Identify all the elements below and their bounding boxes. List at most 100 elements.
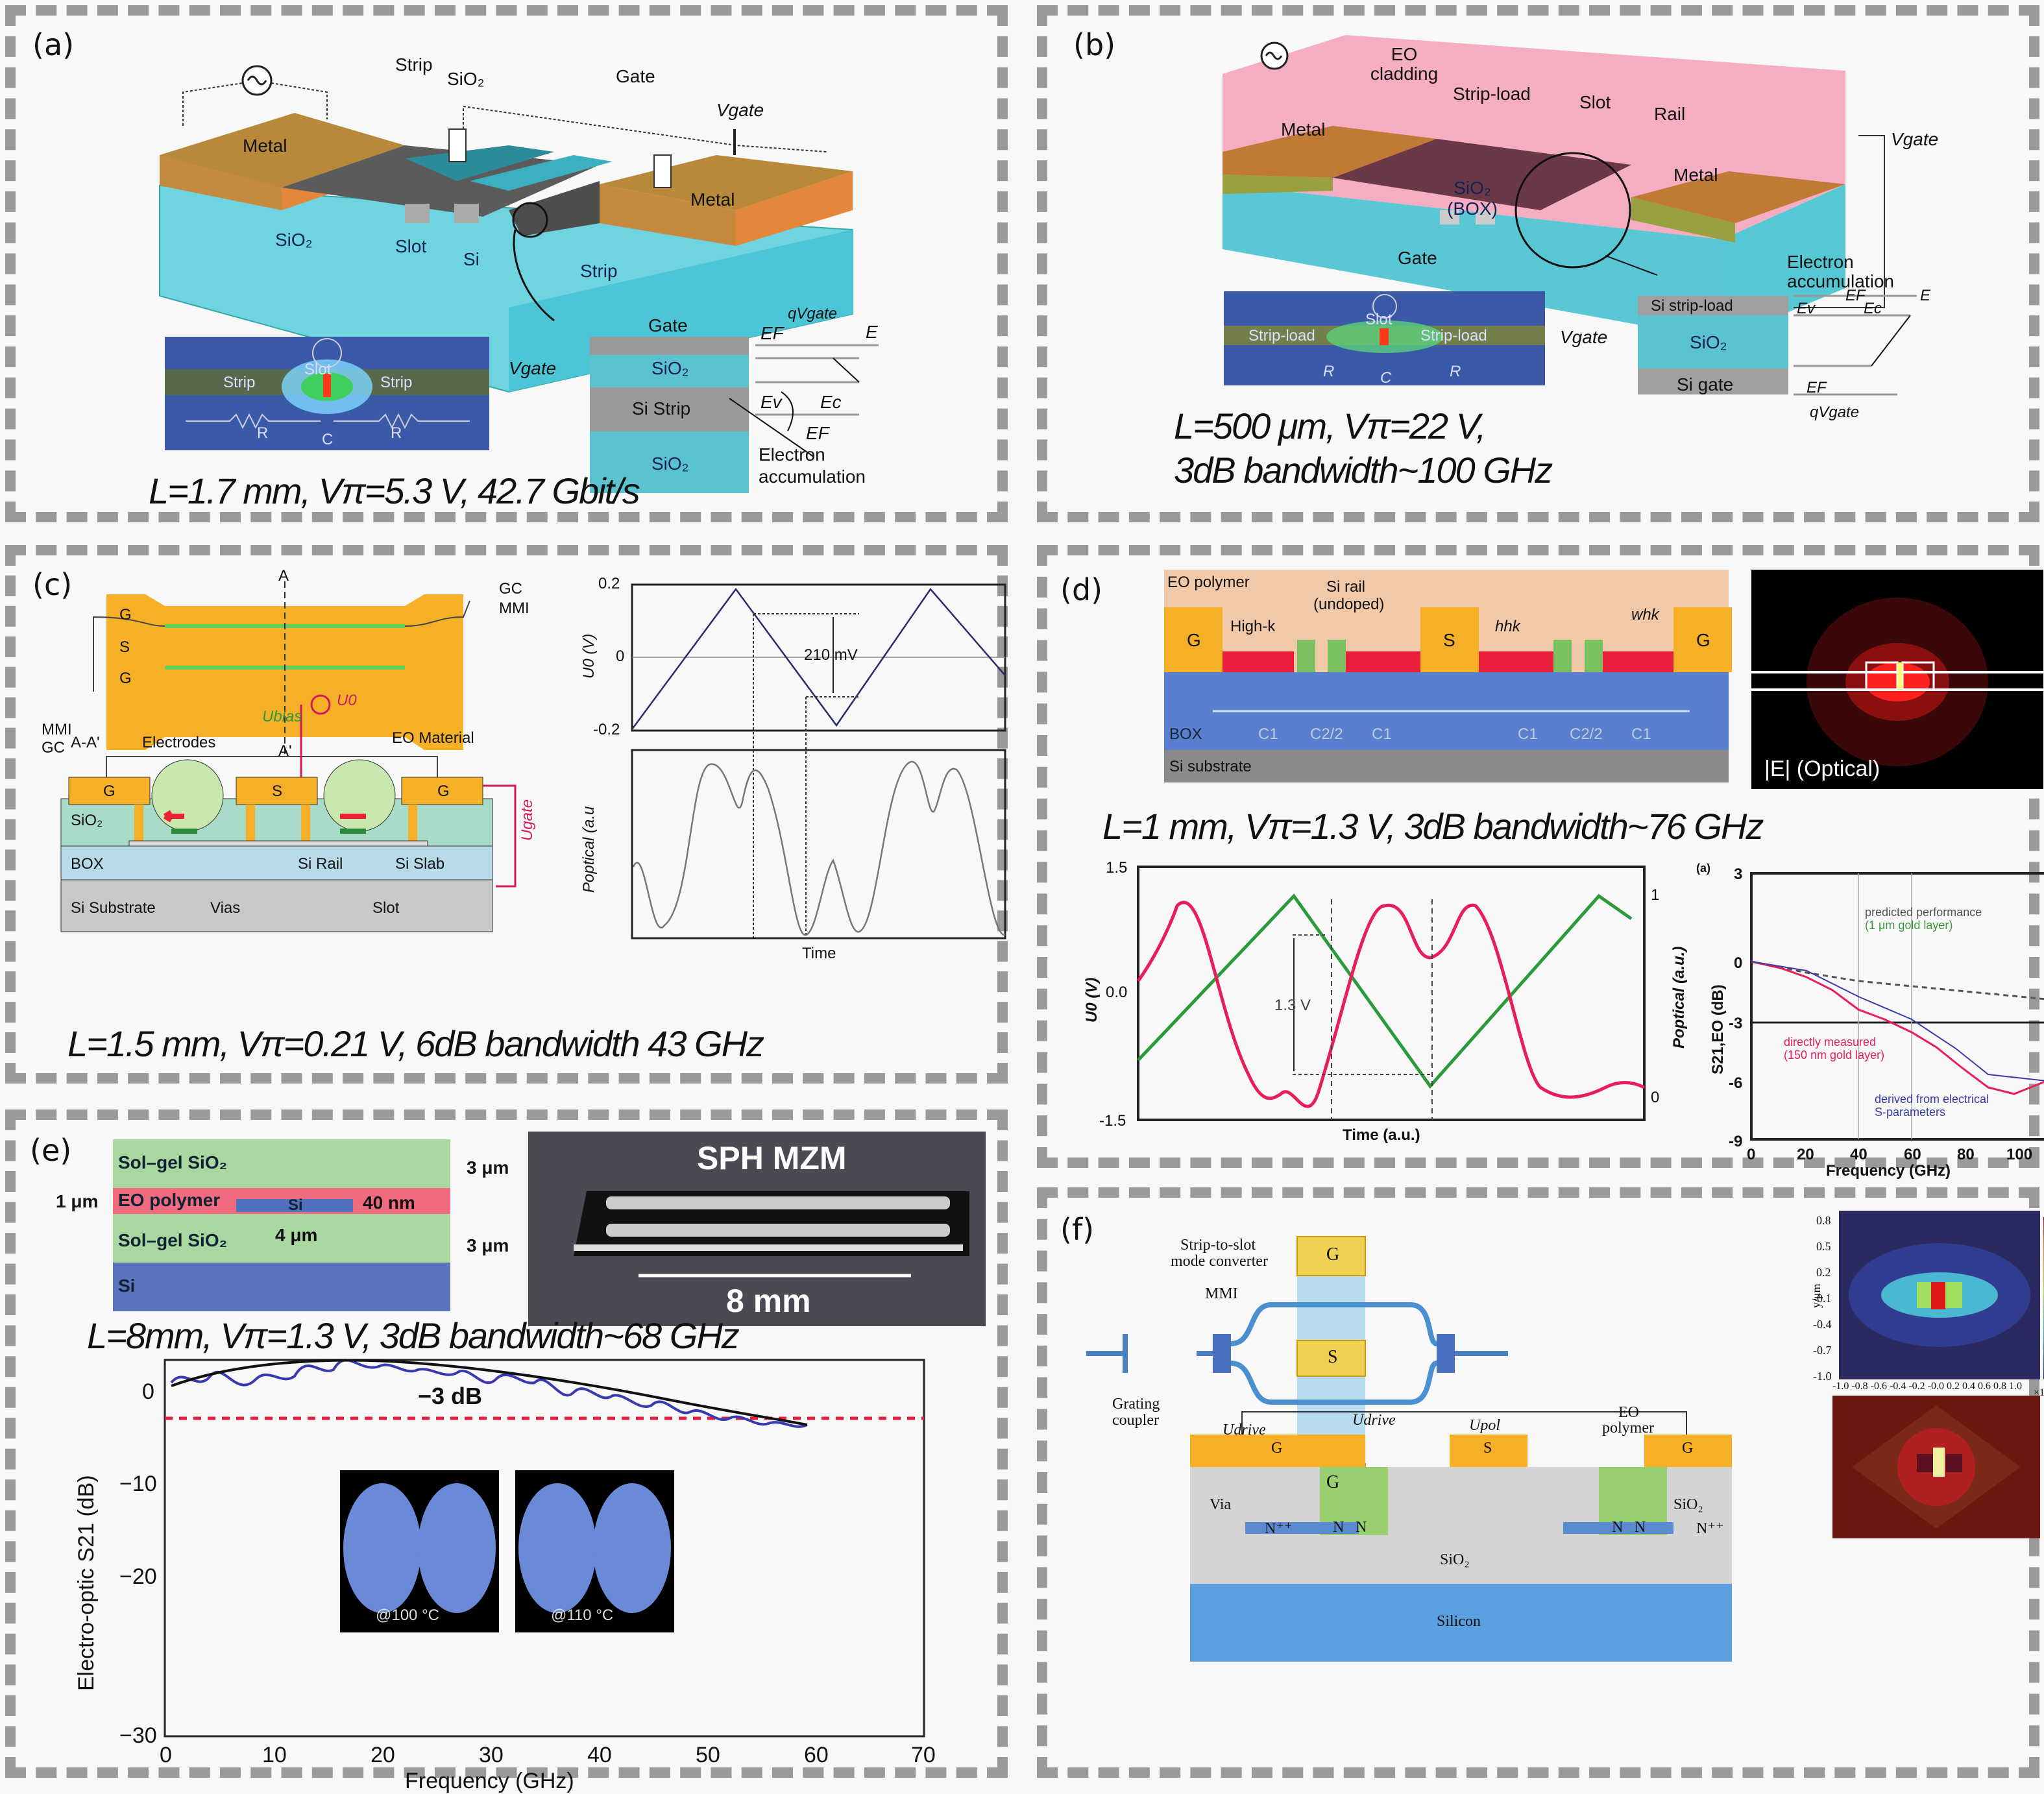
top-view-s: S	[119, 638, 130, 656]
xs-vias: Vias	[210, 899, 241, 917]
d-freq-xlabel: Frequency (GHz)	[1826, 1162, 1951, 1180]
inset-c: C	[1380, 369, 1392, 387]
xs-eo-polymer: EO polymer	[1167, 574, 1250, 591]
top-strip-to-slot-2: mode converter	[1171, 1253, 1268, 1270]
label-strip-load: Strip-load	[1453, 84, 1531, 104]
xs-eo-1: EO	[1618, 1404, 1639, 1421]
panel-c-caption: L=1.5 mm, Vπ=0.21 V, 6dB bandwidth 43 GH…	[67, 1023, 764, 1064]
band-si-strip-load: Si strip-load	[1651, 297, 1733, 315]
d-freq-legend-measured-2: (150 nm gold layer)	[1784, 1049, 1885, 1061]
xs-eo-2: polymer	[1602, 1420, 1654, 1436]
xs-g-left: G	[1187, 630, 1201, 650]
band-si-strip: Si Strip	[632, 398, 691, 418]
c-chart-top-ytick-0: 0.2	[598, 575, 620, 592]
label-slot: Slot	[395, 236, 427, 256]
band-e: E	[1920, 287, 1931, 304]
e-ylabel: Electro-optic S21 (dB)	[74, 1475, 99, 1691]
stack-dim-40nm: 40 nm	[363, 1193, 415, 1213]
xs-cap-5: C2/2	[1570, 725, 1603, 743]
e-xtick-1: 10	[262, 1743, 287, 1767]
c-chart-top-annotation: 210 mV	[804, 646, 858, 664]
label-sio2-top: SiO₂	[447, 69, 485, 89]
map-top-xtick-4: -0.2	[1908, 1381, 1925, 1392]
d-freq-ytick-3: -6	[1729, 1074, 1743, 1092]
panel-e-device-diagram	[113, 1132, 986, 1738]
e-ytick-3: −30	[119, 1723, 157, 1748]
photo-title: SPH MZM	[697, 1140, 847, 1176]
map-top-xtick-6: 0.2	[1946, 1381, 1960, 1392]
panel-e: (e) Sol–gel SiO₂ EO polymer Si Sol–gel S…	[5, 1109, 1008, 1793]
band-sio2-upper: SiO₂	[651, 358, 689, 378]
xs-u0: U0	[337, 692, 357, 709]
map-top-xtick-2: -0.6	[1870, 1381, 1887, 1392]
band-ec: Ec	[1864, 300, 1882, 317]
xs-cap-4: C1	[1518, 725, 1538, 743]
e-xtick-4: 40	[587, 1743, 612, 1767]
inset-slot: Slot	[1365, 311, 1393, 328]
xs-sio2-mid: SiO₂	[1440, 1551, 1470, 1568]
d-freq-legend-derived-2: S-parameters	[1875, 1106, 1946, 1119]
map-top-ytick-6: -1.0	[1813, 1370, 1832, 1383]
band-qvgate: qVgate	[1810, 404, 1860, 421]
top-view-g1: G	[119, 606, 132, 624]
top-view-a: A	[278, 567, 289, 585]
band-ef-bottom: EF	[1807, 379, 1827, 396]
xs-udrive: Udrive	[1352, 1412, 1396, 1429]
map-top-xtick-10: 1.0	[2008, 1381, 2022, 1392]
xs-n4: N	[1635, 1519, 1646, 1536]
e-xtick-5: 50	[696, 1743, 720, 1767]
band-e: E	[866, 322, 878, 342]
panel-a: (a)	[5, 5, 1008, 522]
xs-g-right: G	[1696, 630, 1710, 650]
stack-dim-1um: 1 μm	[56, 1191, 99, 1211]
d-time-ytick-0: 1.5	[1106, 859, 1128, 877]
map-top-ytick-5: -0.7	[1813, 1344, 1832, 1357]
map-top-xtick-5: -0.0	[1927, 1381, 1944, 1392]
top-view-a-prime: A'	[278, 742, 292, 760]
map-top-ytick-4: -0.4	[1813, 1318, 1832, 1331]
xs-box: BOX	[71, 855, 104, 873]
band-vgate: Vgate	[1560, 327, 1608, 347]
xs-undoped: (undoped)	[1313, 596, 1385, 613]
panel-d-device-diagram	[1136, 570, 2044, 1141]
inset-slot: Slot	[304, 361, 332, 378]
band-ev: Ev	[760, 392, 782, 412]
photo-length: 8 mm	[726, 1283, 811, 1319]
label-eo-cladding: EO cladding	[1370, 44, 1439, 84]
map-top-ytick-0: 0.8	[1816, 1214, 1831, 1227]
band-gate: Gate	[648, 315, 688, 335]
xs-npp-right: N⁺⁺	[1696, 1520, 1724, 1537]
map-top-xtick-7: 0.4	[1962, 1381, 1975, 1392]
panel-a-label: (a)	[32, 27, 75, 62]
band-ec: Ec	[820, 392, 842, 412]
map-top-xtick-9: 0.8	[1993, 1381, 2006, 1392]
top-s: S	[1328, 1347, 1338, 1367]
xs-n1: N	[1333, 1519, 1344, 1536]
d-freq-ytick-4: -9	[1729, 1133, 1743, 1150]
map-top-xtick-3: -0.4	[1889, 1381, 1906, 1392]
inset-r-left: R	[1323, 363, 1335, 380]
stack-eo-polymer: EO polymer	[118, 1190, 221, 1210]
xs-g-left: G	[103, 782, 116, 800]
xs-silicon: Silicon	[1437, 1613, 1481, 1630]
label-strip-bottom: Strip	[580, 261, 618, 281]
label-vgate: Vgate	[716, 100, 764, 120]
label-metal-left: Metal	[243, 136, 287, 156]
xs-cap-2: C2/2	[1310, 725, 1343, 743]
d-freq-ytick-0: 3	[1734, 866, 1743, 883]
xs-g-right: G	[1682, 1440, 1694, 1457]
inset-r-left: R	[257, 424, 269, 442]
xs-si-substrate: Si substrate	[1169, 758, 1252, 775]
xs-cap-6: C1	[1631, 725, 1651, 743]
inset-strip-right: Strip	[380, 374, 413, 391]
top-strip-to-slot-1: Strip-to-slot	[1180, 1237, 1256, 1254]
label-si: Si	[463, 249, 480, 269]
d-freq-xtick-4: 80	[1957, 1146, 1975, 1163]
inset-r-right: R	[391, 424, 402, 442]
top-g-bottom: G	[1326, 1472, 1340, 1492]
map-top-ytick-2: 0.2	[1816, 1266, 1831, 1279]
label-sio2-base: SiO₂	[275, 230, 313, 250]
xs-n3: N	[1612, 1519, 1624, 1536]
d-time-annotation: 1.3 V	[1274, 997, 1311, 1014]
xs-ubias: Ubias	[262, 708, 302, 725]
